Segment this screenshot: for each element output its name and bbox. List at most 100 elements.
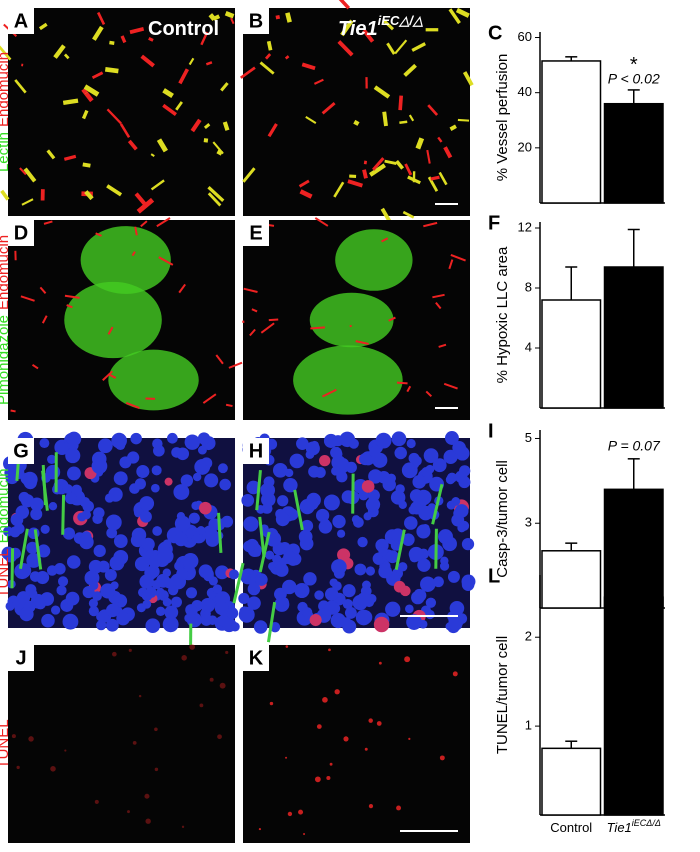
row-label: Lectin Endomucin — [0, 52, 12, 172]
nucleus — [318, 519, 333, 534]
y-axis-label: % Hypoxic LLC area — [494, 246, 511, 383]
nucleus — [394, 446, 407, 460]
nucleus — [192, 472, 202, 482]
nucleus — [62, 527, 76, 540]
nucleus — [20, 472, 33, 485]
tunel-spot — [285, 645, 289, 648]
nucleus — [105, 514, 122, 531]
tunel-spot — [378, 661, 382, 665]
vessel — [190, 118, 202, 133]
nucleus — [106, 603, 120, 618]
nucleus — [289, 453, 305, 469]
nucleus — [142, 599, 152, 609]
nucleus — [262, 503, 273, 514]
vessel — [125, 402, 140, 409]
nucleus — [39, 438, 50, 449]
vessel — [386, 42, 396, 55]
vessel — [203, 123, 211, 130]
nucleus — [185, 604, 197, 616]
tunel-spot — [217, 734, 222, 740]
nucleus — [40, 524, 50, 534]
vessel — [140, 54, 155, 68]
vessel — [46, 149, 56, 160]
tunel-spot — [189, 644, 196, 650]
hypoxic-region — [64, 281, 162, 359]
nucleus — [301, 607, 313, 618]
vessel — [382, 111, 388, 127]
nucleus — [14, 563, 31, 580]
vessel — [408, 114, 415, 122]
panel-letter-box — [8, 8, 34, 34]
nucleus — [282, 579, 297, 595]
vessel — [275, 14, 281, 20]
vessel — [362, 28, 375, 43]
vessel — [333, 181, 345, 198]
panel-letter-box — [243, 220, 269, 246]
bar — [603, 102, 664, 204]
nucleus — [404, 516, 418, 530]
vessel — [162, 103, 177, 116]
nucleus — [47, 454, 57, 465]
tunel-spot — [28, 736, 34, 742]
vessel — [10, 409, 16, 413]
nucleus — [200, 614, 213, 626]
tunel-spot — [112, 651, 117, 657]
vessel — [382, 18, 395, 31]
tunel-spot — [126, 810, 130, 814]
nucleus — [393, 580, 406, 593]
vessel — [136, 197, 155, 214]
panel-letter: K — [249, 647, 264, 669]
nucleus — [88, 606, 99, 617]
p-value: P < 0.02 — [608, 71, 660, 87]
bar — [541, 299, 602, 409]
nucleus — [104, 493, 115, 503]
nucleus — [461, 537, 475, 551]
nucleus — [65, 591, 80, 606]
nucleus — [65, 448, 81, 464]
nucleus — [196, 462, 207, 473]
nucleus — [48, 501, 58, 511]
nucleus — [226, 607, 239, 620]
tunel-spot — [326, 775, 331, 781]
nucleus — [439, 531, 450, 543]
nucleus — [155, 606, 166, 616]
nucleus — [398, 500, 407, 509]
nucleus — [191, 501, 201, 511]
nucleus — [202, 568, 214, 580]
nucleus — [145, 618, 161, 634]
vessel — [84, 190, 94, 201]
nucleus — [56, 585, 67, 596]
panel-letter-box — [8, 220, 34, 246]
nucleus — [46, 565, 58, 576]
vessel — [131, 251, 136, 257]
vessel — [61, 494, 66, 535]
vessel — [427, 176, 439, 192]
nucleus — [243, 540, 255, 553]
nucleus — [189, 512, 200, 524]
vessel — [437, 136, 443, 143]
nucleus — [158, 548, 174, 564]
nucleus — [398, 562, 408, 572]
tunel-spot — [154, 767, 159, 772]
vessel — [462, 71, 474, 87]
tunel-spot — [199, 703, 204, 708]
y-axis-label: TUNEL/tumor cell — [494, 636, 511, 754]
vessel — [63, 154, 77, 161]
nucleus — [96, 612, 106, 622]
tunel-spot — [303, 833, 306, 836]
nucleus — [408, 546, 424, 562]
tunel-spot — [316, 724, 322, 729]
nucleus — [255, 573, 268, 586]
row-label: TUNEL Endomucin — [0, 468, 12, 597]
nucleus — [98, 438, 113, 454]
nucleus — [79, 534, 94, 550]
nucleus — [110, 581, 119, 590]
nucleus — [351, 515, 361, 524]
nucleus — [167, 432, 178, 444]
nucleus — [41, 613, 55, 628]
nucleus — [71, 558, 81, 568]
vessel — [63, 53, 70, 60]
vessel — [267, 123, 278, 138]
nucleus — [447, 570, 460, 583]
nucleus — [391, 431, 407, 447]
